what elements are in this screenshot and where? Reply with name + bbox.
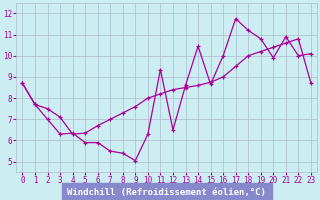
X-axis label: Windchill (Refroidissement éolien,°C): Windchill (Refroidissement éolien,°C) [67, 188, 266, 197]
